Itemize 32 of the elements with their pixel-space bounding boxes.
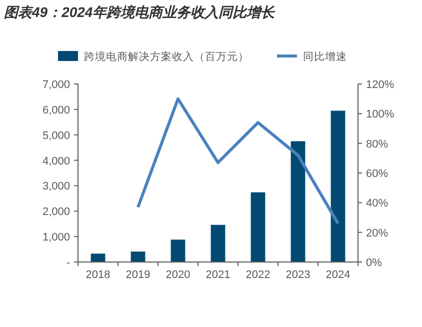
bar (290, 141, 306, 262)
x-tick-label: 2020 (166, 269, 190, 281)
y-tick-label: 1,000 (42, 232, 70, 244)
y-tick-label: 6,000 (42, 104, 70, 116)
y2-tick-label: 120% (366, 79, 394, 91)
bar (210, 224, 226, 262)
bar (330, 110, 346, 262)
x-tick-label: 2018 (86, 269, 110, 281)
y2-tick-label: 0% (366, 257, 382, 269)
legend-label: 同比增速 (303, 50, 347, 63)
bar (130, 252, 146, 262)
y2-tick-label: 20% (366, 227, 388, 240)
chart-title: 图表49：2024年跨境电商业务收入同比增长 (4, 4, 276, 20)
y-tick-label: 7,000 (42, 79, 70, 91)
y-tick-label: 4,000 (42, 155, 70, 168)
y2-tick-label: 60% (366, 168, 388, 180)
y2-tick-label: 100% (366, 108, 394, 121)
y-tick-label: - (66, 257, 70, 269)
y-tick-label: 3,000 (42, 180, 70, 193)
x-tick-label: 2019 (126, 269, 150, 281)
x-tick-label: 2021 (206, 269, 230, 281)
y2-tick-label: 40% (366, 198, 388, 210)
y2-tick-label: 80% (366, 138, 388, 150)
x-tick-label: 2023 (286, 269, 310, 281)
x-tick-label: 2024 (326, 269, 350, 281)
x-tick-label: 2022 (246, 269, 270, 281)
bar (90, 254, 106, 262)
y-tick-label: 5,000 (42, 130, 70, 142)
legend-label: 跨境电商解决方案收入（百万元） (84, 50, 249, 63)
y-tick-label: 2,000 (42, 206, 70, 218)
bar (250, 192, 266, 262)
bar (170, 240, 186, 262)
